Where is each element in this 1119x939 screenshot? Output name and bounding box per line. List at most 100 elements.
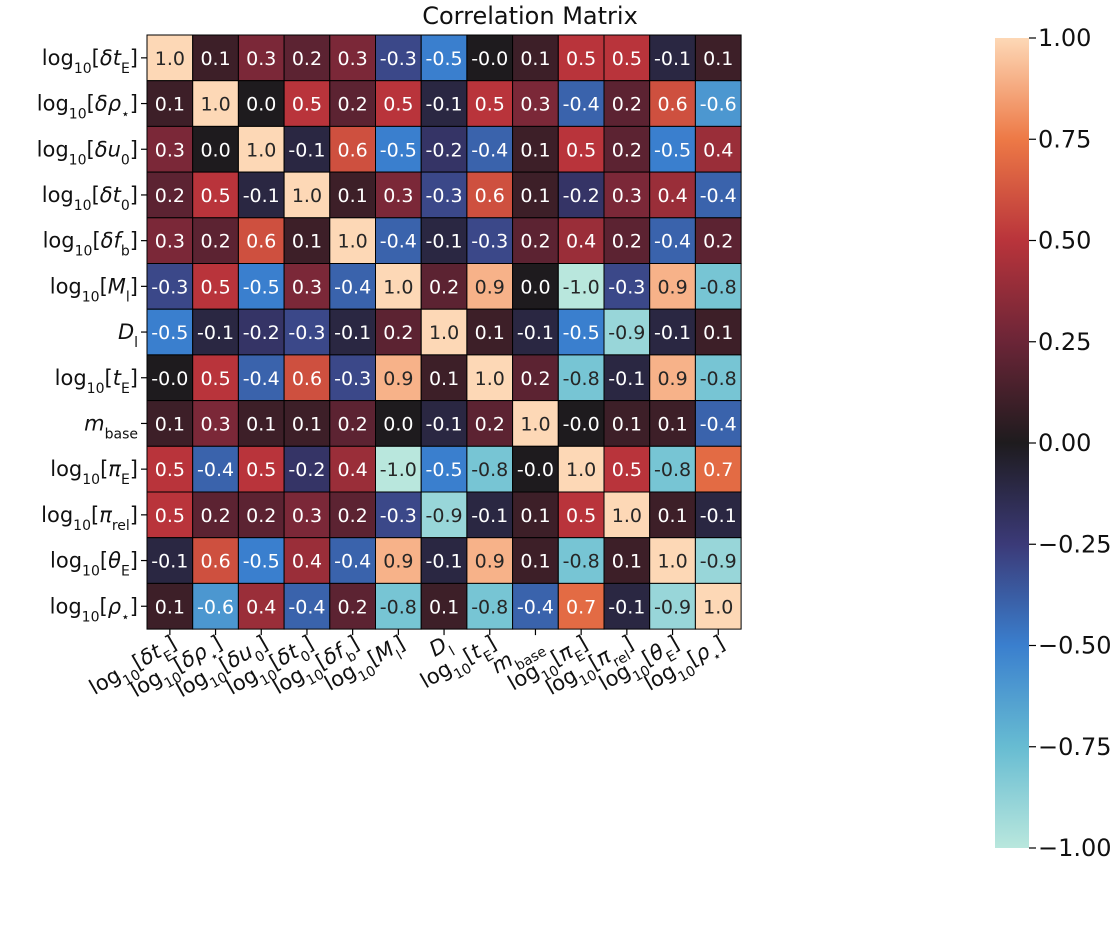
cell-value-label: -0.5 xyxy=(380,139,417,161)
heatmap-cell xyxy=(192,445,239,493)
cell-value-label: -0.9 xyxy=(426,505,463,527)
cell-value-label: 0.0 xyxy=(520,276,550,298)
heatmap-cell xyxy=(603,125,651,173)
y-tick-label: log10[δρ⋆] xyxy=(37,92,138,123)
cell-value-label: 0.3 xyxy=(383,185,413,207)
heatmap-cell xyxy=(420,217,468,265)
heatmap-cell xyxy=(146,171,194,219)
cell-value-label: -0.1 xyxy=(654,322,691,344)
cell-value-label: -0.4 xyxy=(243,368,280,390)
cell-value-label: 0.2 xyxy=(703,231,733,253)
heatmap-cell xyxy=(375,80,422,127)
colorbar-tick-label: −1.00 xyxy=(1038,834,1112,862)
cell-value-label: -1.0 xyxy=(563,276,600,298)
cell-value-label: 0.2 xyxy=(200,505,230,527)
cell-value-label: 0.2 xyxy=(429,276,459,298)
heatmap-cell xyxy=(694,308,742,356)
cell-value-label: 0.3 xyxy=(292,505,322,527)
cell-value-label: 0.6 xyxy=(475,185,505,207)
heatmap-cell xyxy=(329,354,376,402)
cell-value-label: 0.6 xyxy=(200,551,230,573)
cell-value-label: -0.0 xyxy=(151,368,188,390)
cell-value-label: 0.1 xyxy=(429,368,459,390)
cell-value-label: -0.1 xyxy=(288,139,325,161)
heatmap-cell xyxy=(557,445,605,493)
heatmap-cell xyxy=(649,217,696,265)
cell-value-label: 0.1 xyxy=(657,413,687,435)
cell-value-label: 1.0 xyxy=(155,48,185,70)
cell-value-label: -0.8 xyxy=(471,459,508,481)
cell-value-label: -0.1 xyxy=(654,48,691,70)
heatmap-cell xyxy=(649,582,696,630)
cell-value-label: -0.2 xyxy=(426,139,463,161)
y-tick-label: log10[δfb] xyxy=(43,229,138,260)
heatmap-cell xyxy=(146,582,194,630)
heatmap-cell xyxy=(512,217,559,265)
cell-value-label: 0.3 xyxy=(612,185,642,207)
cell-value-label: 0.4 xyxy=(246,596,276,618)
cell-value-label: -0.4 xyxy=(700,185,737,207)
cell-value-label: 1.0 xyxy=(475,368,505,390)
heatmap-cell xyxy=(694,354,742,402)
y-tick-label: log10[Ml] xyxy=(50,274,138,305)
colorbar-tick-label: −0.50 xyxy=(1038,632,1112,660)
cell-value-label: 0.1 xyxy=(200,48,230,70)
heatmap-cell xyxy=(466,491,514,539)
heatmap-cell xyxy=(146,400,194,447)
heatmap-cell xyxy=(512,80,559,127)
heatmap-cell xyxy=(649,400,696,447)
heatmap-cell xyxy=(283,308,331,356)
heatmap-cell xyxy=(237,171,285,219)
cell-value-label: 0.1 xyxy=(520,185,550,207)
heatmap-cell xyxy=(466,263,514,310)
cell-value-label: -0.8 xyxy=(700,368,737,390)
heatmap-cell xyxy=(329,582,376,630)
colorbar-tick-label: 0.25 xyxy=(1038,328,1091,356)
heatmap-cell xyxy=(283,171,331,219)
cell-value-label: 0.9 xyxy=(383,551,413,573)
cell-value-label: 0.1 xyxy=(612,551,642,573)
cell-value-label: -0.4 xyxy=(700,413,737,435)
cell-value-label: -0.8 xyxy=(563,368,600,390)
heatmap-cell xyxy=(649,171,696,219)
cell-value-label: 0.2 xyxy=(200,231,230,253)
colorbar-tick-label: −0.75 xyxy=(1038,733,1112,761)
cell-value-label: -0.8 xyxy=(380,596,417,618)
cell-value-label: -0.5 xyxy=(563,322,600,344)
heatmap-cell xyxy=(420,80,468,127)
x-tick-label: log10[δt0] xyxy=(222,631,321,706)
heatmap-cell xyxy=(146,491,194,539)
cell-value-label: 0.5 xyxy=(612,48,642,70)
heatmap-cell xyxy=(649,263,696,310)
y-tick-label: log10[πrel] xyxy=(41,503,138,534)
cell-value-label: 0.1 xyxy=(155,413,185,435)
cell-value-label: 0.2 xyxy=(383,322,413,344)
heatmap-cell xyxy=(192,217,239,265)
heatmap-cell xyxy=(146,445,194,493)
cell-value-label: 0.3 xyxy=(246,48,276,70)
cell-value-label: 0.1 xyxy=(292,413,322,435)
cell-value-label: 0.5 xyxy=(475,94,505,116)
cell-value-label: 0.1 xyxy=(520,505,550,527)
heatmap-cell xyxy=(694,217,742,265)
cell-value-label: 0.9 xyxy=(383,368,413,390)
heatmap-cell xyxy=(375,445,422,493)
colorbar-tick-label: 0.50 xyxy=(1038,227,1091,255)
heatmap-cells: 1.0 0.1 0.3 0.2 0.3 -0.3 -0.5 -0.0 0.1 0.5 0.5 -0.1… xyxy=(146,34,742,630)
heatmap-cell xyxy=(420,263,468,310)
heatmap-cell xyxy=(192,263,239,310)
cell-value-label: 0.1 xyxy=(520,139,550,161)
y-tick-label: log10[tE] xyxy=(55,366,138,397)
heatmap-cell xyxy=(329,125,376,173)
cell-value-label: 0.4 xyxy=(703,139,733,161)
cell-value-label: 1.0 xyxy=(246,139,276,161)
cell-value-label: -0.4 xyxy=(334,551,371,573)
cell-value-label: 0.1 xyxy=(703,322,733,344)
cell-value-label: -0.4 xyxy=(563,94,600,116)
cell-value-label: -0.1 xyxy=(608,368,645,390)
cell-value-label: 0.3 xyxy=(155,231,185,253)
cell-value-label: 0.2 xyxy=(475,413,505,435)
heatmap-cell xyxy=(603,308,651,356)
cell-value-label: 0.0 xyxy=(200,139,230,161)
heatmap-cell xyxy=(237,217,285,265)
